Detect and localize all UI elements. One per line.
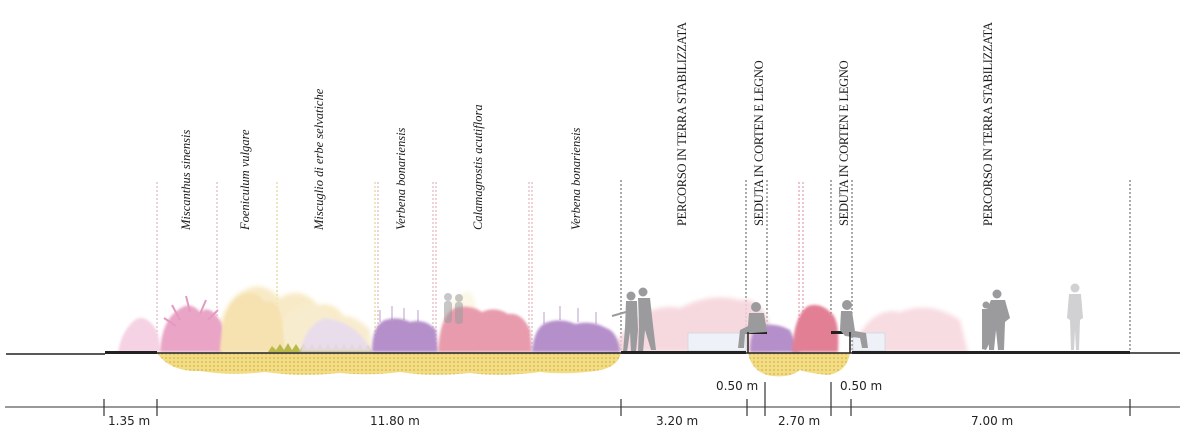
soil-beds xyxy=(157,353,850,377)
person-couple-right xyxy=(982,289,1010,350)
calamagrostis-clump xyxy=(438,306,532,352)
label-grass-mix: Miscuglio di erbe selvatiche xyxy=(312,88,326,231)
species-labels: Miscanthus sinensis Foeniculum vulgare M… xyxy=(179,88,583,231)
miscanthus-clump xyxy=(160,305,224,352)
foeniculum-clump xyxy=(220,293,285,352)
label-path-left: PERCORSO IN TERRA STABILIZZATA xyxy=(675,22,689,226)
label-calamagrostis: Calamagrostis acutiflora xyxy=(471,104,485,230)
verbena-clump-2 xyxy=(532,320,620,352)
miscanthus-pale xyxy=(118,317,160,352)
bench-right-corten xyxy=(831,331,853,334)
dim-3-20: 3.20 m xyxy=(656,414,698,428)
label-miscanthus: Miscanthus sinensis xyxy=(179,130,193,231)
vegetation xyxy=(118,293,839,352)
dim-0-50-left: 0.50 m xyxy=(716,379,758,393)
label-foeniculum: Foeniculum vulgare xyxy=(238,129,252,231)
bench-left xyxy=(687,332,747,352)
dim-1-35: 1.35 m xyxy=(108,414,150,428)
label-verbena-2: Verbena bonariensis xyxy=(569,127,583,230)
material-labels: PERCORSO IN TERRA STABILIZZATA SEDUTA IN… xyxy=(675,22,995,226)
label-verbena-1: Verbena bonariensis xyxy=(394,127,408,230)
person-standing xyxy=(1067,283,1083,350)
soil-bed-seat xyxy=(748,353,850,377)
ground-profile xyxy=(6,332,1180,355)
person-seated-left xyxy=(738,302,767,348)
people xyxy=(444,283,1083,352)
person-couple-walking xyxy=(611,287,656,352)
label-seat-left: SEDUTA IN CORTEN E LEGNO xyxy=(752,60,766,226)
dim-7-00: 7.00 m xyxy=(971,414,1013,428)
label-seat-right: SEDUTA IN CORTEN E LEGNO xyxy=(837,60,851,226)
verbena-clump-1 xyxy=(372,318,438,352)
person-couple-background xyxy=(444,293,463,324)
calamagrostis-planter xyxy=(792,304,839,352)
soil-bed-main xyxy=(157,353,621,375)
label-path-right: PERCORSO IN TERRA STABILIZZATA xyxy=(981,22,995,226)
dimension-line xyxy=(5,382,1180,416)
dimension-labels: 1.35 m 11.80 m 3.20 m 2.70 m 7.00 m 0.50… xyxy=(108,379,1013,428)
person-seated-right xyxy=(840,300,868,348)
dim-2-70: 2.70 m xyxy=(778,414,820,428)
dim-0-50-right: 0.50 m xyxy=(840,379,882,393)
dim-11-80: 11.80 m xyxy=(370,414,420,428)
